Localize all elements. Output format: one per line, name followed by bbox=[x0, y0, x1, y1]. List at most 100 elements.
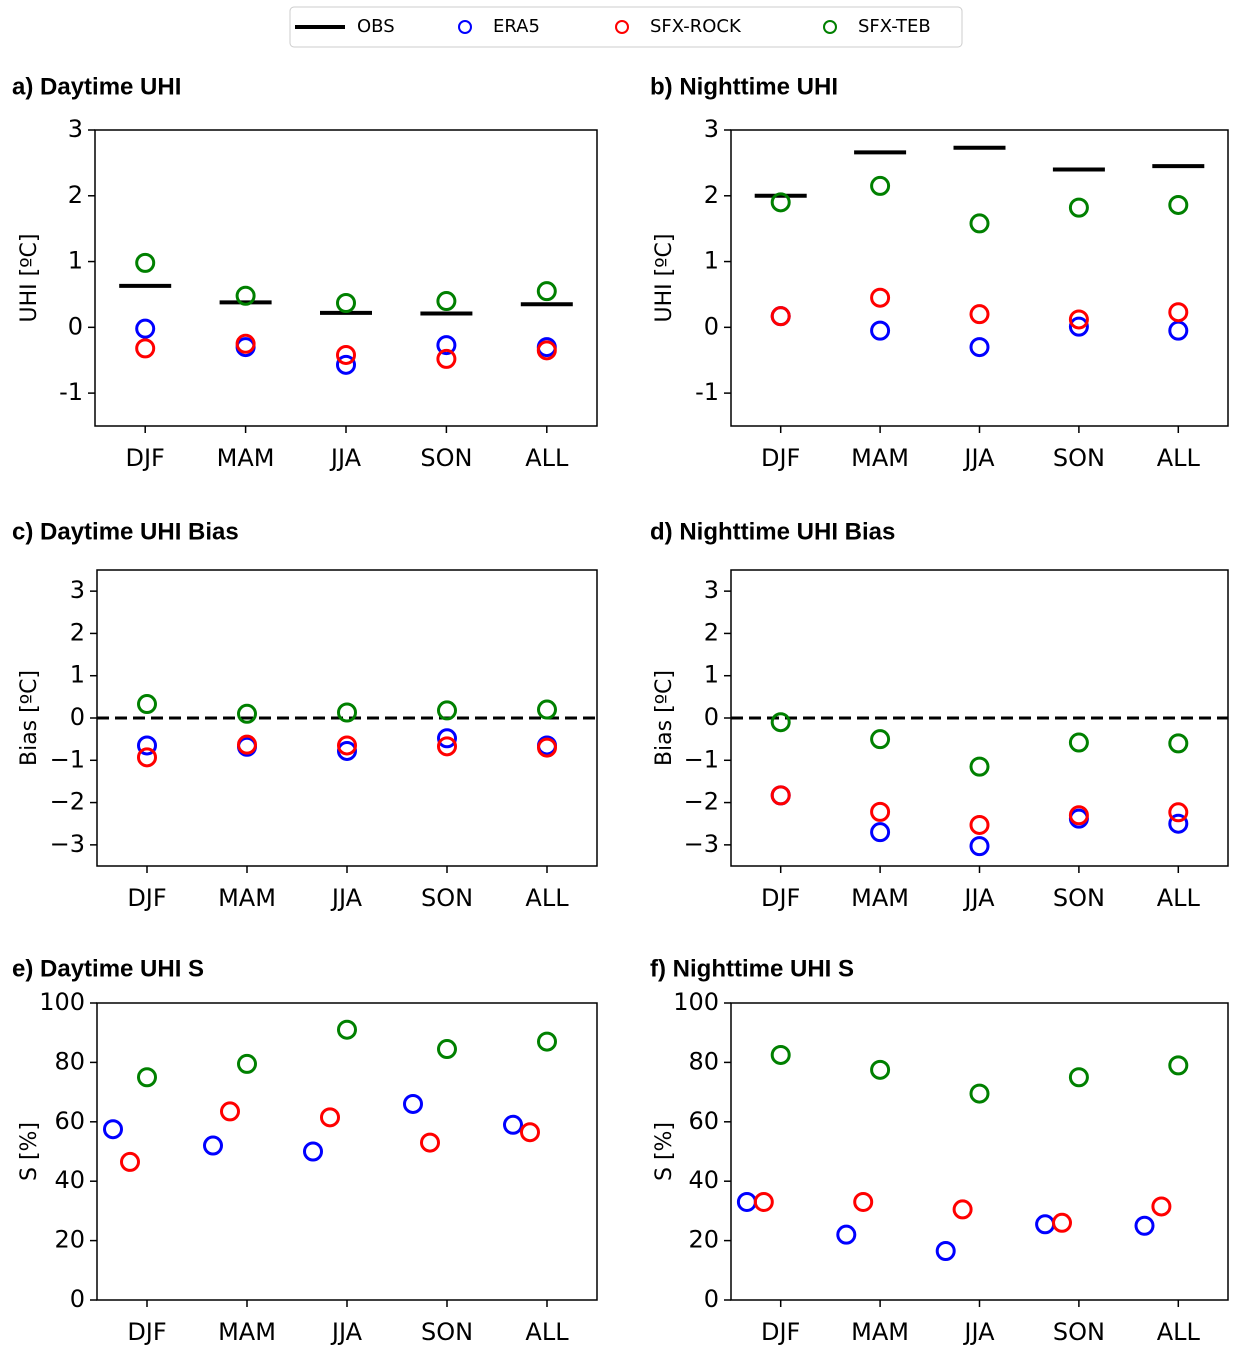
y-tick-label: 0 bbox=[704, 703, 719, 731]
point bbox=[120, 1151, 140, 1172]
y-tick-label: 1 bbox=[70, 661, 85, 689]
point bbox=[1068, 805, 1089, 826]
y-tick-label: 3 bbox=[68, 115, 83, 143]
y-tick-label: 20 bbox=[54, 1226, 85, 1254]
point bbox=[836, 1224, 857, 1245]
point bbox=[503, 1114, 523, 1135]
x-tick-label: DJF bbox=[761, 1318, 800, 1346]
plot-frame bbox=[730, 1002, 1229, 1301]
panel-title: e) Daytime UHI S bbox=[12, 955, 204, 982]
y-tick-label: 0 bbox=[704, 1285, 719, 1313]
point bbox=[437, 700, 457, 721]
y-tick-label: 3 bbox=[70, 576, 85, 604]
legend-label: SFX-ROCK bbox=[650, 16, 742, 37]
x-tick-label: DJF bbox=[761, 444, 800, 472]
point bbox=[436, 335, 457, 356]
panel-title: f) Nighttime UHI S bbox=[650, 955, 854, 982]
point bbox=[870, 729, 891, 750]
point bbox=[303, 1141, 323, 1162]
y-tick-label: 3 bbox=[704, 576, 719, 604]
point bbox=[220, 1101, 240, 1122]
y-tick-label: 40 bbox=[54, 1166, 85, 1194]
point bbox=[137, 747, 157, 768]
legend-label: ERA5 bbox=[493, 16, 540, 37]
point bbox=[969, 213, 990, 234]
point bbox=[537, 699, 557, 720]
point bbox=[770, 1044, 791, 1065]
y-tick-label: 1 bbox=[704, 247, 719, 275]
y-tick-label: 1 bbox=[68, 247, 83, 275]
point bbox=[135, 318, 156, 339]
point bbox=[935, 1240, 956, 1261]
legend-label: OBS bbox=[357, 16, 395, 37]
point bbox=[1168, 733, 1189, 754]
point bbox=[736, 1191, 757, 1212]
point bbox=[969, 337, 990, 358]
legend-box bbox=[289, 6, 963, 48]
point bbox=[336, 344, 356, 365]
panel-title: d) Nighttime UHI Bias bbox=[650, 518, 895, 545]
point bbox=[969, 1083, 990, 1104]
x-tick-label: MAM bbox=[851, 1318, 909, 1346]
y-axis-label: UHI [ºC] bbox=[652, 233, 677, 322]
y-tick-label: 60 bbox=[54, 1107, 85, 1135]
point bbox=[870, 320, 891, 341]
y-tick-label: −2 bbox=[50, 788, 85, 816]
x-tick-label: DJF bbox=[126, 444, 165, 472]
x-tick-label: DJF bbox=[127, 1318, 166, 1346]
point bbox=[135, 252, 156, 273]
x-tick-label: MAM bbox=[218, 884, 276, 912]
point bbox=[137, 735, 157, 756]
plot-frame bbox=[730, 129, 1229, 427]
y-tick-label: -1 bbox=[59, 378, 83, 406]
y-tick-label: -1 bbox=[695, 378, 719, 406]
point bbox=[135, 338, 156, 359]
point bbox=[536, 281, 557, 302]
point bbox=[520, 1122, 540, 1143]
point bbox=[103, 1119, 123, 1140]
y-tick-label: 0 bbox=[704, 312, 719, 340]
y-tick-label: 80 bbox=[688, 1047, 719, 1075]
point bbox=[870, 801, 891, 822]
point bbox=[437, 736, 457, 757]
panel-title: b) Nighttime UHI bbox=[650, 73, 838, 100]
x-tick-label: JJA bbox=[962, 444, 995, 472]
point bbox=[403, 1093, 423, 1114]
point bbox=[1168, 194, 1189, 215]
plot-frame bbox=[730, 569, 1229, 867]
point bbox=[337, 740, 357, 761]
legend-marker bbox=[458, 20, 472, 34]
point bbox=[1168, 1055, 1189, 1076]
y-tick-label: 2 bbox=[704, 181, 719, 209]
y-tick-label: 100 bbox=[673, 988, 719, 1016]
x-tick-label: SON bbox=[1053, 1318, 1105, 1346]
point bbox=[1068, 197, 1089, 218]
point bbox=[337, 1019, 357, 1040]
point bbox=[537, 1031, 557, 1052]
x-tick-label: JJA bbox=[330, 1318, 363, 1346]
point bbox=[770, 306, 791, 327]
point bbox=[870, 175, 891, 196]
y-tick-label: −1 bbox=[684, 745, 719, 773]
y-tick-label: 40 bbox=[688, 1166, 719, 1194]
y-tick-label: 20 bbox=[688, 1226, 719, 1254]
x-tick-label: JJA bbox=[962, 1318, 995, 1346]
point bbox=[1134, 1215, 1155, 1236]
point bbox=[237, 703, 257, 724]
plot-frame bbox=[96, 1002, 598, 1301]
point bbox=[1168, 802, 1189, 823]
x-tick-label: SON bbox=[420, 444, 472, 472]
point bbox=[436, 348, 457, 369]
point bbox=[336, 354, 356, 375]
point bbox=[770, 712, 791, 733]
point bbox=[536, 340, 557, 361]
point bbox=[1151, 1196, 1172, 1217]
y-axis-label: Bias [ºC] bbox=[17, 670, 42, 766]
point bbox=[1068, 1067, 1089, 1088]
x-tick-label: SON bbox=[1053, 884, 1105, 912]
y-axis-label: UHI [ºC] bbox=[17, 233, 42, 322]
point bbox=[870, 822, 891, 843]
x-tick-label: ALL bbox=[1157, 884, 1201, 912]
point bbox=[337, 702, 357, 723]
